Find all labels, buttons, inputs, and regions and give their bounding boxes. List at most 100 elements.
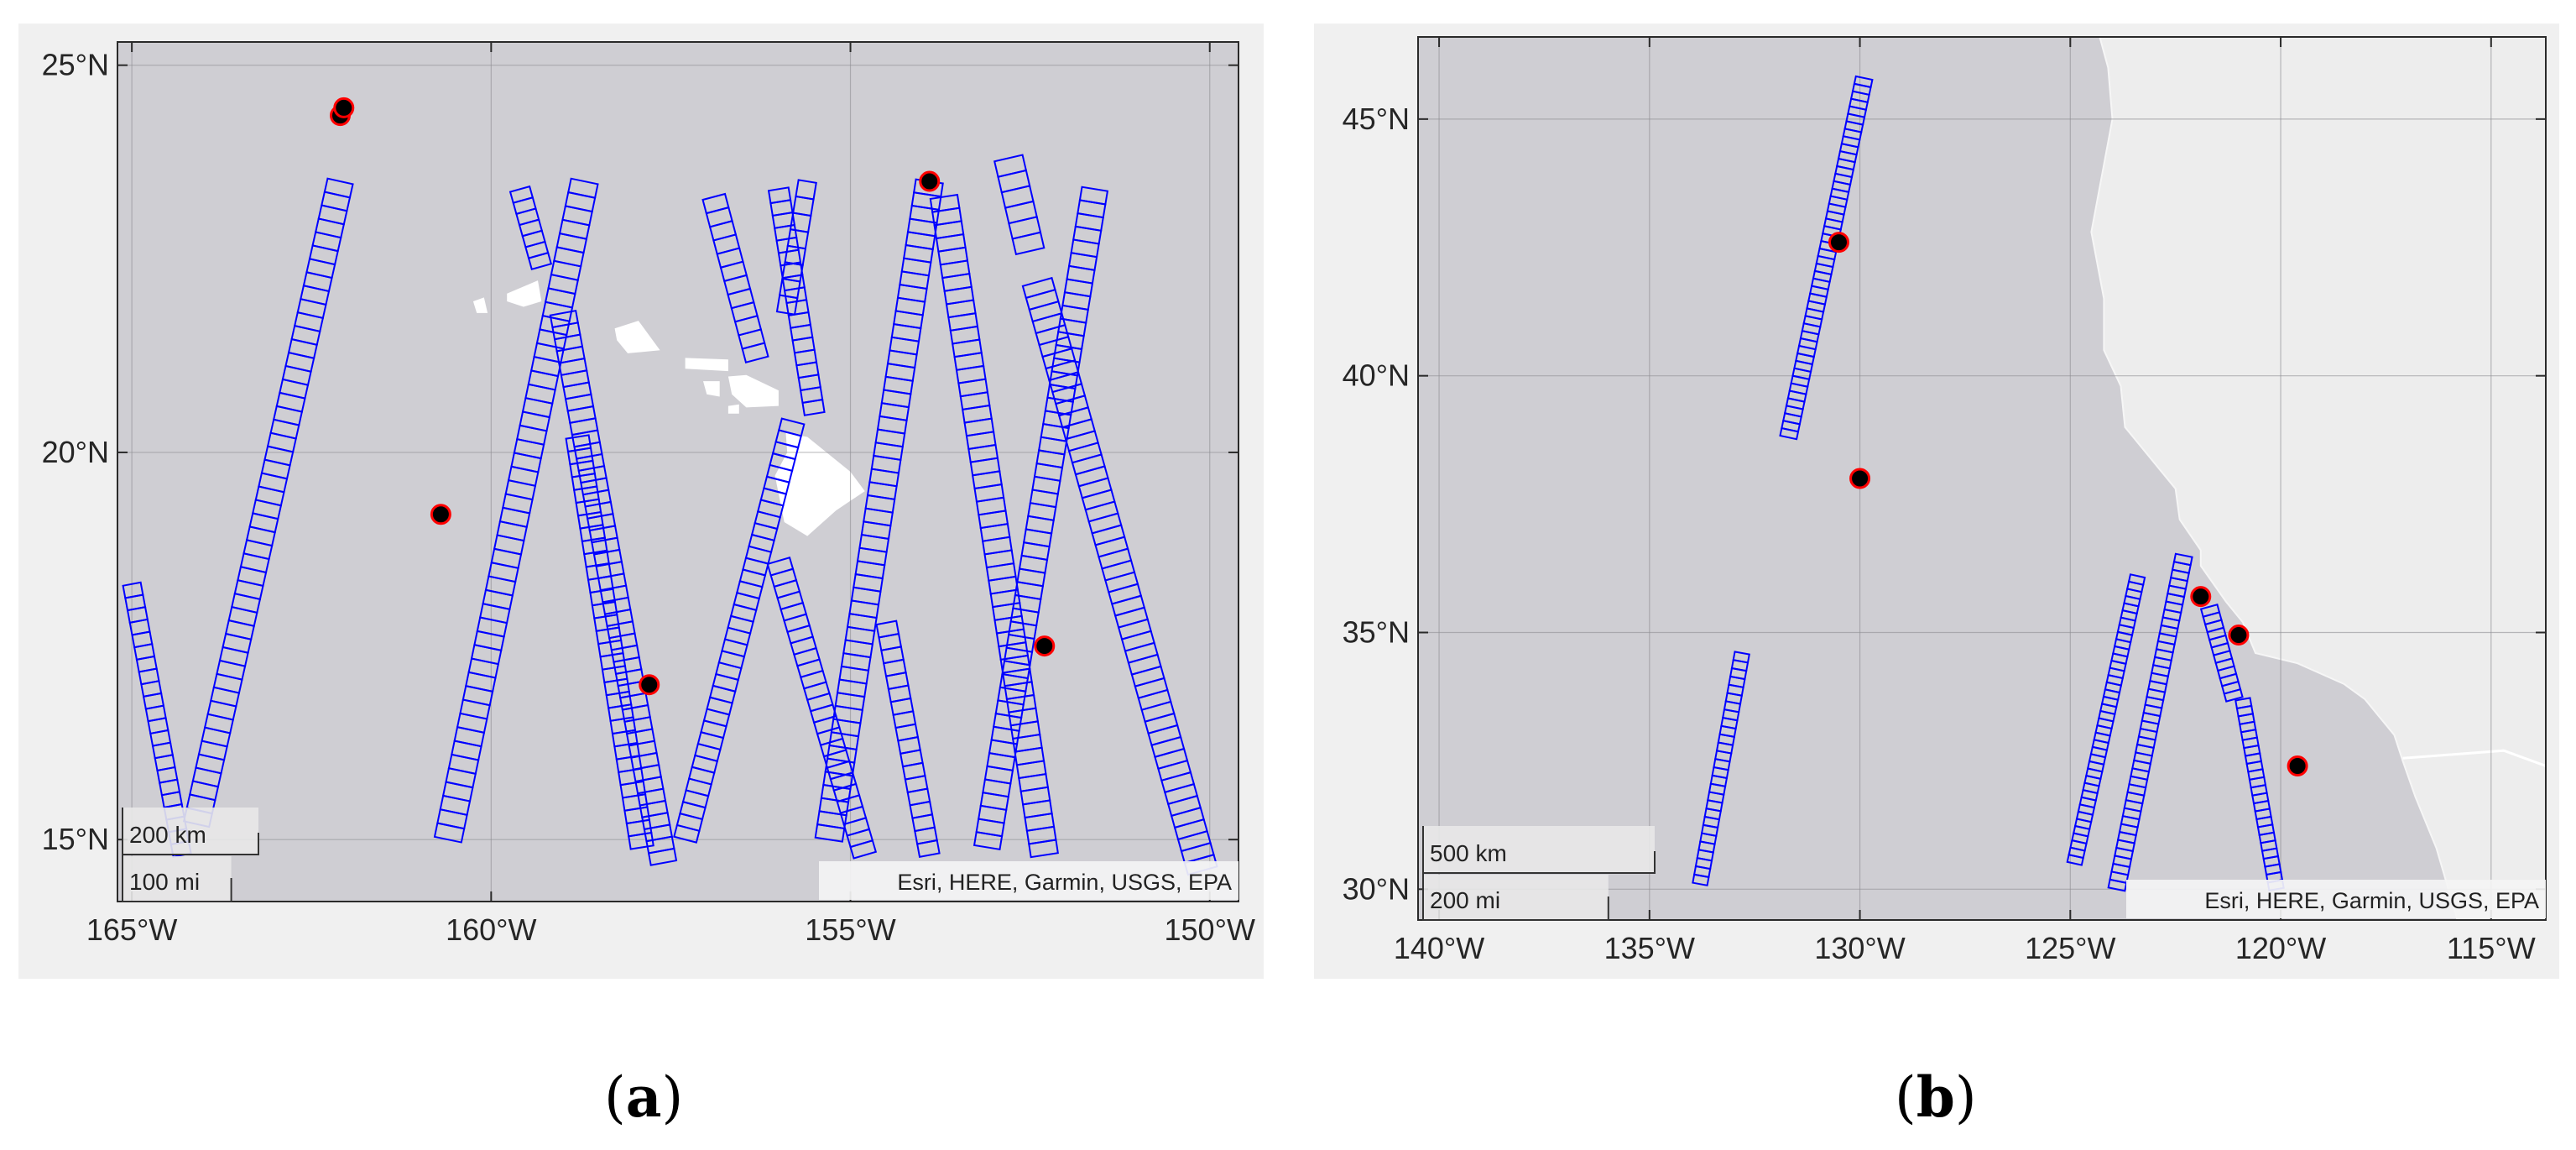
station-marker [1849, 468, 1871, 489]
footprint-cell [628, 831, 654, 850]
attribution-box [819, 861, 1238, 900]
map-panel-a: 165°W 160°W 155°W 150°W 15°N 20°N 25°N 200 km 10… [18, 24, 1264, 979]
x-tick-label: 130°W [1814, 931, 1905, 965]
scalebar-km-line [1422, 826, 1656, 874]
footprint-cell [527, 251, 553, 270]
footprint-cell [915, 839, 941, 859]
x-tick-label: 125°W [2025, 931, 2115, 965]
station-marker [2228, 625, 2250, 646]
footprint-swath-4 [2107, 552, 2193, 892]
y-tick-label: 30°N [1343, 871, 1410, 906]
scalebar-mi-label: 100 mi [129, 869, 200, 895]
footprint-cell [323, 177, 354, 199]
footprint-swath-13 [875, 619, 941, 859]
station-marker [639, 674, 660, 696]
us-mexico-border [2402, 749, 2546, 767]
footprint-cell [2127, 573, 2146, 586]
footprint-swath-16 [973, 186, 1109, 851]
island-kahoolawe [727, 404, 739, 414]
map-content [1418, 37, 2546, 920]
y-tick-label: 15°N [42, 822, 109, 856]
footprint-swath-10 [775, 179, 817, 316]
scalebar-mi-line [122, 855, 232, 902]
island-kauai [507, 280, 542, 307]
footprint-swath-15 [993, 154, 1046, 256]
island-hawaii [774, 432, 865, 536]
island-molokai [685, 358, 728, 372]
island-maui [727, 374, 779, 408]
station-marker [2190, 586, 2212, 608]
footprint-swath-6 [565, 434, 654, 850]
caption-a: (a) [604, 1064, 684, 1130]
map-content [117, 42, 1238, 902]
x-tick-label: 160°W [446, 912, 536, 947]
footprint-cell [1732, 651, 1750, 664]
y-tick-label: 45°N [1343, 102, 1410, 136]
attribution-box [2126, 880, 2546, 918]
x-tick-label: 140°W [1394, 931, 1484, 965]
y-tick-label: 20°N [42, 435, 109, 469]
footprint-cell [647, 847, 678, 866]
footprint-swath-5 [2199, 604, 2244, 703]
footprint-cell [778, 417, 806, 437]
footprint-swath-12 [814, 178, 944, 843]
y-tick-label: 40°N [1343, 358, 1410, 393]
x-tick-label: 120°W [2235, 931, 2326, 965]
attribution-text: Esri, HERE, Garmin, USGS, EPA [897, 870, 1232, 895]
footprint-swath-8 [701, 192, 769, 363]
island-niihau [472, 297, 488, 313]
footprint-cell [1078, 186, 1109, 206]
footprint-cell [801, 398, 826, 416]
footprint-swath-11 [766, 557, 878, 860]
scalebar-bottom-box [1423, 875, 1609, 920]
footprint-cell [849, 839, 878, 860]
land-north-america [2090, 37, 2546, 920]
y-tick-label: 25°N [42, 48, 109, 82]
station-marker [2287, 755, 2308, 777]
scalebar-top-box [1423, 826, 1655, 873]
scalebar-mi-label: 200 mi [1430, 887, 1500, 913]
axes-frame [117, 41, 1239, 902]
footprint-cell [775, 294, 799, 316]
station-marker [333, 97, 355, 118]
footprint-cell [1853, 75, 1874, 89]
footprint-cell [1011, 231, 1046, 256]
footprint-swath-3 [508, 185, 553, 270]
footprint-cell [1028, 839, 1059, 859]
footprint-swath-3 [2066, 573, 2146, 866]
station-marker [1828, 232, 1849, 254]
x-tick-label: 135°W [1604, 931, 1695, 965]
island-lanai [703, 381, 720, 397]
ocean-background [117, 42, 1238, 902]
footprint-swath-2 [1692, 651, 1750, 886]
x-tick-label: 165°W [86, 912, 177, 947]
x-tick-label: 155°W [805, 912, 895, 947]
scalebar-km-line [122, 808, 259, 855]
footprint-swath-6 [2234, 697, 2285, 891]
scalebar-mi-line [1422, 873, 1609, 921]
x-tick-label: 150°W [1165, 912, 1255, 947]
footprint-cell [567, 177, 599, 199]
footprint-swath-2 [182, 177, 354, 829]
scalebar-km-label: 200 km [129, 822, 206, 848]
map-a: 165°W 160°W 155°W 150°W 15°N 20°N 25°N 200 km 10… [42, 41, 1255, 947]
map-b: 140°W 135°W 130°W 125°W 120°W 115°W 30°N 35°N 40… [1343, 36, 2547, 965]
island-oahu [614, 321, 660, 353]
scalebar-top-box [123, 808, 258, 855]
map-panel-b: 140°W 135°W 130°W 125°W 120°W 115°W 30°N 35°N 40… [1314, 24, 2559, 979]
scalebar-km-label: 500 km [1430, 840, 1507, 866]
station-marker [1034, 635, 1056, 657]
station-marker [430, 504, 451, 525]
axes-frame [1417, 36, 2547, 921]
y-tick-label: 35°N [1343, 614, 1410, 649]
footprint-swath-4 [433, 177, 599, 844]
x-tick-label: 115°W [2447, 931, 2536, 965]
caption-b: (b) [1895, 1064, 1977, 1130]
footprint-cell [741, 342, 769, 363]
footprint-swath-7 [673, 417, 806, 844]
footprint-cell [2223, 687, 2244, 703]
scalebar-bottom-box [123, 856, 232, 902]
attribution-text: Esri, HERE, Garmin, USGS, EPA [2204, 888, 2539, 913]
footprint-cell [2172, 552, 2193, 567]
station-marker [919, 170, 941, 192]
